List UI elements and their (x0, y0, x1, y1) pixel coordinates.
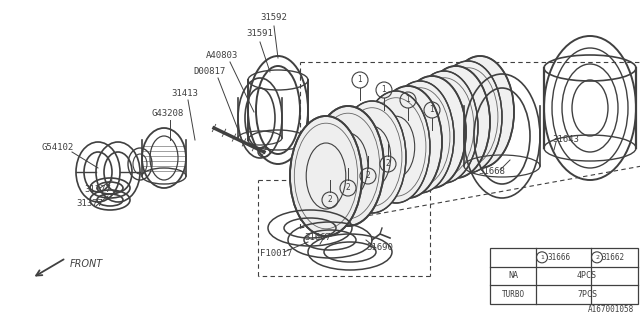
Text: FRONT: FRONT (70, 259, 103, 269)
Bar (490, 248, 638, 304)
Text: 31377: 31377 (77, 199, 104, 209)
Ellipse shape (362, 91, 430, 203)
Text: TURBO: TURBO (501, 290, 525, 299)
Text: 31666: 31666 (547, 253, 571, 262)
Ellipse shape (386, 81, 454, 193)
Ellipse shape (290, 116, 362, 236)
Ellipse shape (338, 101, 406, 213)
Text: 1: 1 (406, 95, 410, 105)
Text: 2: 2 (346, 183, 350, 193)
Text: 1: 1 (381, 85, 387, 94)
Ellipse shape (312, 106, 384, 226)
Ellipse shape (434, 61, 502, 173)
Text: A40803: A40803 (206, 52, 238, 60)
Text: 1: 1 (358, 76, 362, 84)
Ellipse shape (446, 56, 514, 168)
Text: 31662: 31662 (602, 253, 625, 262)
Text: 31591: 31591 (246, 29, 273, 38)
Text: 31667: 31667 (305, 234, 332, 243)
Text: 31643: 31643 (552, 135, 579, 145)
Text: 1: 1 (540, 255, 544, 260)
Text: 4PCS: 4PCS (577, 271, 597, 281)
Text: 2: 2 (365, 172, 371, 180)
Ellipse shape (398, 76, 466, 188)
Text: 31668: 31668 (479, 167, 506, 177)
Text: NA: NA (508, 271, 518, 281)
Text: 31592: 31592 (260, 13, 287, 22)
Text: 31413: 31413 (172, 90, 198, 99)
Ellipse shape (374, 86, 442, 198)
Text: 31690: 31690 (367, 244, 394, 252)
Text: 2: 2 (328, 196, 332, 204)
Text: 2: 2 (386, 159, 390, 169)
Text: D00817: D00817 (194, 68, 226, 76)
Text: G43208: G43208 (152, 109, 184, 118)
Text: G54102: G54102 (42, 143, 74, 153)
Text: 1: 1 (429, 106, 435, 115)
Text: F10017: F10017 (260, 250, 292, 259)
Ellipse shape (410, 71, 478, 183)
Text: 2: 2 (595, 255, 599, 260)
Text: 7PCS: 7PCS (577, 290, 597, 299)
Text: A167001058: A167001058 (588, 305, 634, 314)
Text: 31377: 31377 (84, 186, 111, 195)
Ellipse shape (422, 66, 490, 178)
